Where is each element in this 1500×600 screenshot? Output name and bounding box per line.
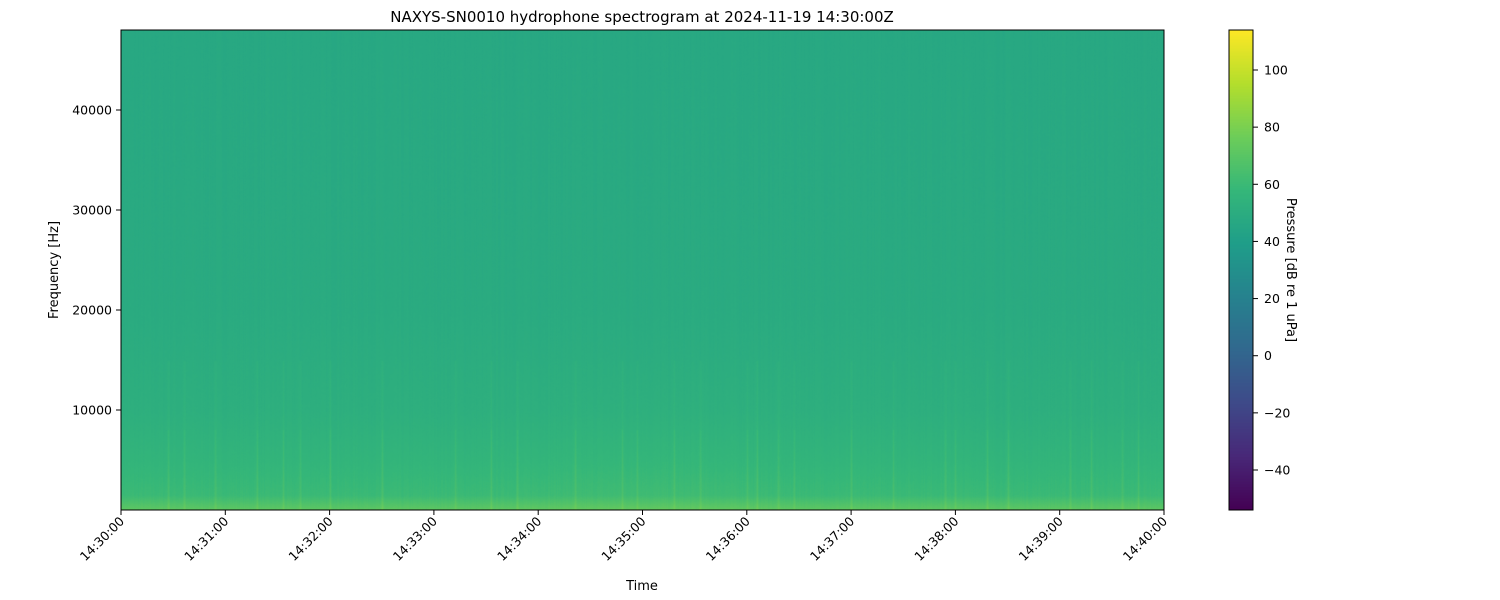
chart-title: NAXYS-SN0010 hydrophone spectrogram at 2… [390, 8, 894, 26]
colorbar-tick-label: 0 [1264, 348, 1272, 363]
y-tick-label: 10000 [72, 403, 112, 418]
colorbar-tick-label: 80 [1264, 120, 1280, 135]
colorbar-axis: −40 −20 0 20 40 60 80 100 [1253, 63, 1290, 478]
colorbar-gradient [1229, 30, 1253, 510]
colorbar-tick-label: 40 [1264, 234, 1280, 249]
x-tick-label: 14:30:00 [77, 513, 127, 563]
x-axis-label: Time [625, 579, 658, 594]
x-tick-label: 14:36:00 [703, 513, 753, 563]
colorbar-tick-label: 20 [1264, 291, 1280, 306]
x-tick-label: 14:35:00 [598, 513, 648, 563]
plot-frame [120, 29, 1165, 511]
colorbar-frame [1228, 29, 1254, 511]
colorbar-tick-label: 60 [1264, 177, 1280, 192]
colorbar-label: Pressure [dB re 1 uPa] [1283, 198, 1298, 342]
x-tick-label: 14:34:00 [494, 513, 544, 563]
colorbar-tick-label: −40 [1264, 463, 1290, 478]
x-tick-label: 14:40:00 [1120, 513, 1170, 563]
x-tick-label: 14:33:00 [390, 513, 440, 563]
x-tick-label: 14:38:00 [911, 513, 961, 563]
y-axis-label: Frequency [Hz] [47, 221, 62, 319]
colorbar-tick-label: 100 [1264, 63, 1288, 78]
y-axis: 10000 20000 30000 40000 [72, 103, 121, 418]
x-axis: 14:30:00 14:31:00 14:32:00 14:33:00 14:34:00… [77, 510, 1170, 564]
y-tick-label: 40000 [72, 103, 112, 118]
x-tick-label: 14:32:00 [285, 513, 335, 563]
x-tick-label: 14:39:00 [1016, 513, 1066, 563]
y-tick-label: 30000 [72, 203, 112, 218]
x-tick-label: 14:37:00 [807, 513, 857, 563]
x-tick-label: 14:31:00 [181, 513, 231, 563]
colorbar-tick-label: −20 [1264, 405, 1290, 420]
spectrogram-image [121, 30, 1164, 510]
y-tick-label: 20000 [72, 303, 112, 318]
